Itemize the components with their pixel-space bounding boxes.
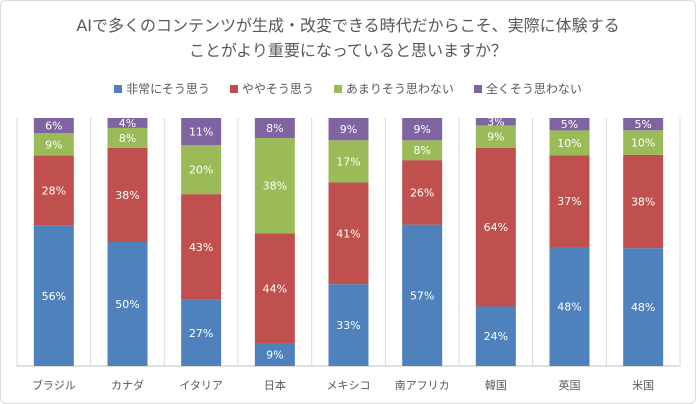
bar-segment [181, 299, 222, 366]
bar-segment [181, 145, 222, 195]
data-label: 38% [631, 195, 655, 208]
data-label: 37% [557, 195, 581, 208]
data-label: 50% [115, 298, 139, 311]
category-label: カナダ [111, 378, 144, 392]
bar-segment [328, 182, 369, 285]
chart-title-line1: AIで多くのコンテンツが生成・改変できる時代だからこそ、実際に体験する [76, 16, 620, 35]
category-label: 南アフリカ [395, 379, 450, 392]
legend: 非常にそう思う ややそう思う あまりそう思わない 全くそう思わない [0, 80, 696, 97]
bar-segment [328, 284, 369, 366]
data-label: 17% [336, 155, 360, 168]
bar-segment [623, 248, 664, 366]
bar-segment [475, 125, 516, 148]
data-label: 44% [263, 282, 287, 295]
legend-swatch [473, 85, 482, 93]
category-label: 日本 [264, 378, 286, 392]
bar-segment [33, 118, 74, 134]
data-label: 8% [119, 132, 136, 145]
bar-segment [402, 160, 443, 225]
bar-segment [549, 155, 590, 247]
legend-label: ややそう思う [241, 82, 314, 96]
data-label: 48% [631, 301, 655, 314]
data-label: 57% [410, 289, 434, 302]
bar-segment [475, 306, 516, 366]
legend-label: 全くそう思わない [485, 82, 582, 96]
data-label: 9% [340, 123, 357, 136]
data-label: 5% [561, 118, 578, 131]
data-label: 24% [484, 330, 508, 343]
category-label: 英国 [559, 378, 581, 392]
category-label: 米国 [632, 379, 654, 392]
legend-swatch [333, 85, 342, 93]
data-label: 8% [266, 122, 283, 135]
bar-segment [623, 130, 664, 155]
bar-segment [254, 343, 295, 366]
data-label: 27% [189, 327, 213, 340]
bar-segment [549, 246, 590, 366]
bar-segment [623, 154, 664, 249]
bar-segment [328, 140, 369, 183]
data-label: 3% [487, 116, 504, 129]
bar-segment [549, 130, 590, 156]
data-label: 38% [115, 189, 139, 202]
legend-item: ややそう思う [229, 82, 314, 96]
data-label: 6% [45, 120, 62, 133]
chart-title-line2: ことがより重要になっていると思いますか？ [188, 41, 508, 60]
data-label: 9% [413, 123, 430, 136]
data-label: 33% [336, 319, 360, 332]
legend-item: あまりそう思わない [333, 82, 454, 96]
category-label: メキシコ [327, 379, 371, 392]
data-label: 38% [263, 180, 287, 193]
data-label: 28% [42, 185, 66, 198]
bar-segment [402, 140, 443, 161]
data-label: 10% [631, 137, 655, 150]
data-label: 10% [557, 137, 581, 150]
bar-segment [33, 133, 74, 156]
data-label: 5% [634, 118, 651, 131]
data-label: 64% [484, 221, 508, 234]
bar-segment [328, 118, 369, 141]
data-label: 43% [189, 241, 213, 254]
bar-segment [33, 225, 74, 366]
category-label: 韓国 [485, 379, 507, 392]
bar-segment [475, 147, 516, 307]
legend-label: 非常にそう思う [126, 82, 210, 96]
bar-segment [402, 224, 443, 366]
bar-segment [475, 118, 516, 126]
legend-label: あまりそう思わない [345, 82, 454, 96]
bar-segment [107, 147, 148, 242]
bar-segment [107, 242, 148, 366]
bar-segment [181, 118, 222, 146]
data-label: 9% [487, 131, 504, 144]
bar-segment [33, 155, 74, 226]
bar-segment [107, 127, 148, 148]
data-label: 8% [413, 144, 430, 157]
bar-segment [107, 118, 148, 128]
category-label: ブラジル [32, 378, 76, 392]
data-label: 20% [189, 164, 213, 177]
data-label: 11% [189, 126, 213, 139]
data-label: 41% [336, 227, 360, 240]
data-label: 4% [119, 117, 136, 130]
legend-item: 全くそう思わない [473, 82, 582, 96]
data-label: 9% [45, 138, 62, 151]
category-label: イタリア [179, 379, 223, 392]
legend-item: 非常にそう思う [114, 82, 210, 96]
bar-segment [254, 138, 295, 234]
legend-swatch [114, 85, 123, 93]
data-label: 9% [266, 349, 283, 362]
data-label: 48% [557, 300, 581, 313]
bar-segment [549, 118, 590, 131]
bar-segment [181, 194, 222, 300]
data-label: 26% [410, 186, 434, 199]
bar-segment [254, 118, 295, 139]
legend-swatch [229, 85, 238, 93]
data-label: 56% [42, 290, 66, 303]
bar-segment [402, 118, 443, 141]
bar-segment [254, 233, 295, 344]
bar-segment [623, 118, 664, 131]
